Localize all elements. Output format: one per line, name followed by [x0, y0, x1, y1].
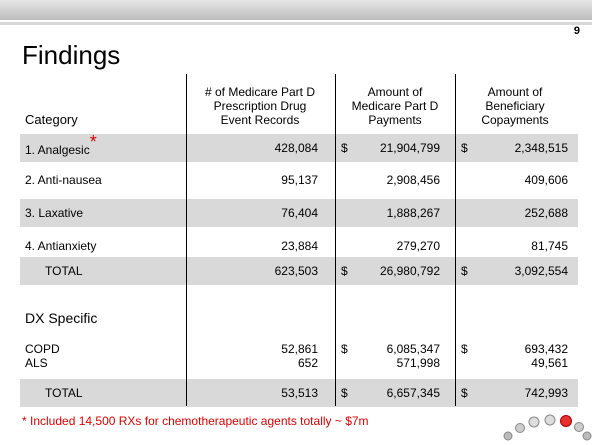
asterisk: * [90, 132, 97, 152]
cell-value: 26,980,792 [320, 264, 440, 278]
column-header: Category [25, 113, 78, 127]
row-label: TOTAL [45, 386, 83, 400]
cell-value: 1,888,267 [320, 206, 440, 220]
cell-value: 76,404 [198, 206, 318, 220]
row-label: 2. Anti-nausea [25, 173, 102, 187]
cell-value: 428,084 [198, 141, 318, 155]
cell-value: 652 [198, 356, 318, 370]
column-header: # of Medicare Part D [185, 85, 335, 99]
row-label: 1. Analgesic* [25, 141, 97, 157]
column-header: Event Records [185, 113, 335, 127]
cell-value: 409,606 [448, 173, 568, 187]
cell-value: 49,561 [448, 356, 568, 370]
column-header: Prescription Drug [185, 99, 335, 113]
slide-number: 9 [560, 24, 580, 38]
cell-value: 21,904,799 [320, 141, 440, 155]
row-label: COPD [25, 342, 60, 356]
row-label: TOTAL [45, 264, 83, 278]
column-header: Beneficiary [440, 99, 590, 113]
top-bar [0, 0, 592, 22]
cell-value: 693,432 [448, 342, 568, 356]
cell-value: 23,884 [198, 239, 318, 253]
slide-title: Findings [22, 40, 120, 70]
cell-value: 3,092,554 [448, 264, 568, 278]
cell-value: 95,137 [198, 173, 318, 187]
section-heading: DX Specific [25, 310, 97, 326]
column-header: Copayments [440, 113, 590, 127]
cell-value: 279,270 [320, 239, 440, 253]
cell-value: 252,688 [448, 206, 568, 220]
cell-value: 2,908,456 [320, 173, 440, 187]
cell-value: 742,993 [448, 386, 568, 400]
row-label: ALS [25, 356, 48, 370]
cell-value: 6,085,347 [320, 342, 440, 356]
cell-value: 2,348,515 [448, 141, 568, 155]
cell-value: 52,861 [198, 342, 318, 356]
cell-value: 81,745 [448, 239, 568, 253]
row-label: 3. Laxative [25, 206, 83, 220]
row-label: 4. Antianxiety [25, 239, 96, 253]
cell-value: 623,503 [198, 264, 318, 278]
slide: {"slide_number": "9", "title": "Findings… [0, 0, 592, 445]
cell-value: 6,657,345 [320, 386, 440, 400]
cell-value: 53,513 [198, 386, 318, 400]
column-header: Amount of [440, 85, 590, 99]
cell-value: 571,998 [320, 356, 440, 370]
footnote: * Included 14,500 RXs for chemotherapeut… [22, 414, 369, 428]
